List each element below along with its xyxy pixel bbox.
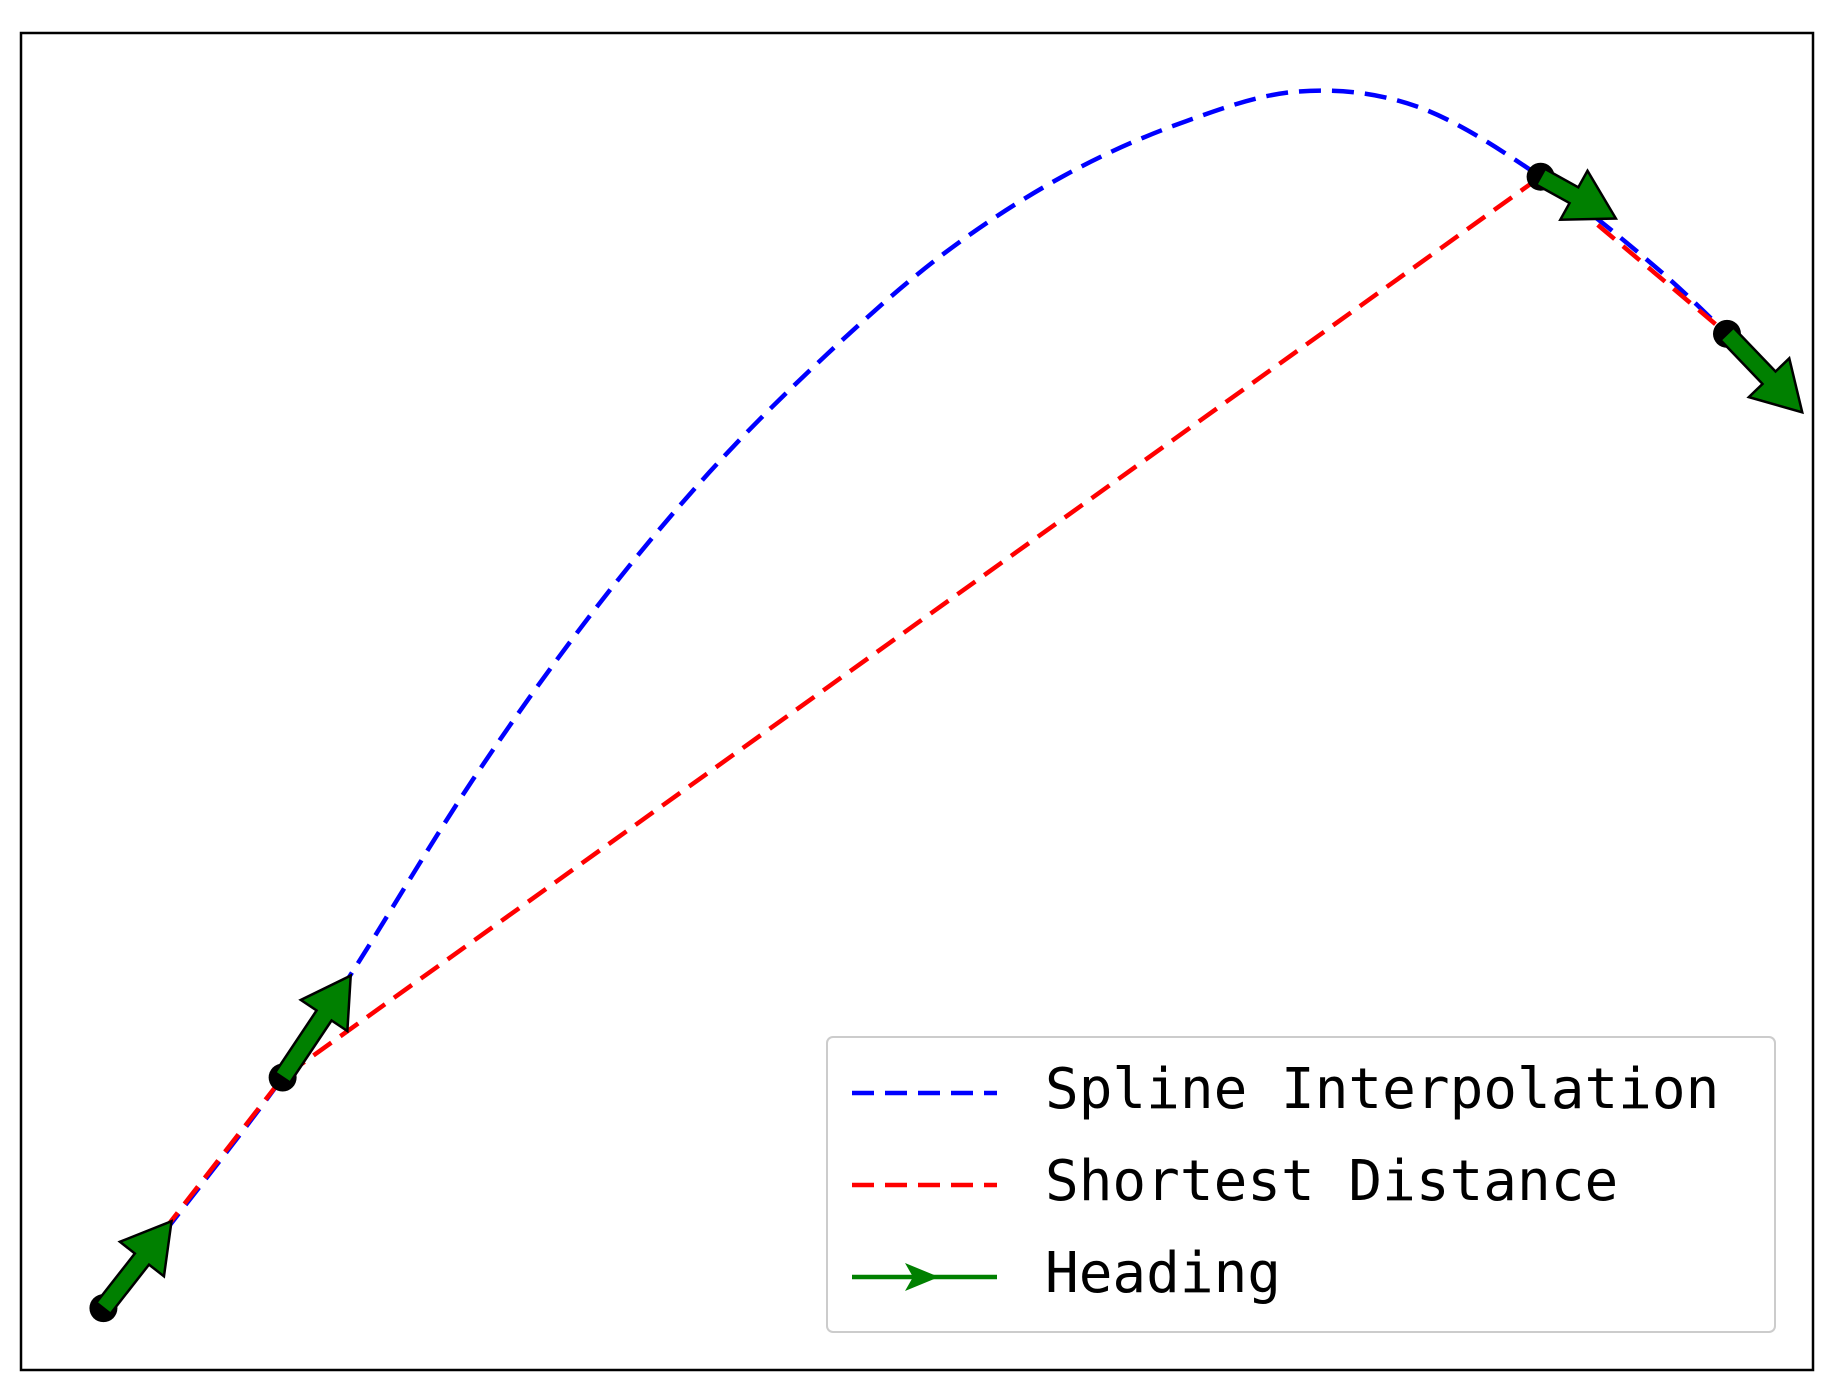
heading-arrow bbox=[273, 973, 353, 1085]
series-line bbox=[101, 173, 1729, 1310]
legend-label: Spline Interpolation bbox=[1045, 1057, 1719, 1122]
legend-box bbox=[826, 1036, 1776, 1333]
series-line bbox=[101, 88, 1729, 1310]
heading-arrow bbox=[1718, 325, 1804, 415]
heading-arrow bbox=[94, 1219, 174, 1316]
legend-arrowhead bbox=[905, 1263, 939, 1291]
heading-arrow bbox=[1534, 167, 1619, 221]
legend-label: Shortest Distance bbox=[1045, 1149, 1618, 1214]
legend-label: Heading bbox=[1045, 1241, 1281, 1306]
